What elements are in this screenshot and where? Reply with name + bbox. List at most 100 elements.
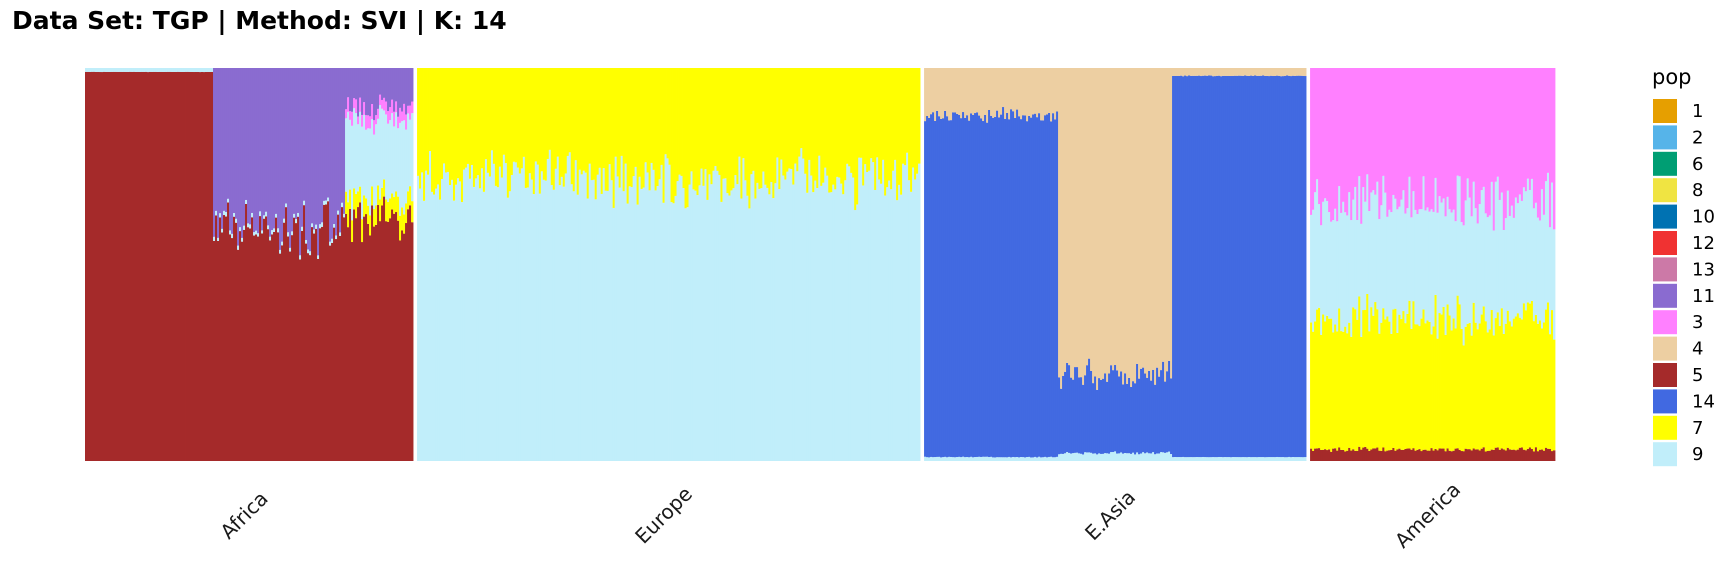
bar-segment-pop-9 xyxy=(966,456,969,461)
bar-segment-pop-11 xyxy=(315,68,318,225)
bar-segment-pop-7 xyxy=(826,68,829,176)
bar-segment-pop-9 xyxy=(235,218,238,223)
bar-segment-pop-7 xyxy=(868,68,871,171)
bar-segment-pop-9 xyxy=(177,68,180,72)
bar-segment-pop-7 xyxy=(1494,318,1498,448)
bar-segment-pop-5 xyxy=(1364,446,1367,461)
bar-segment-pop-9 xyxy=(1368,211,1371,332)
bar-segment-pop-4 xyxy=(972,68,975,115)
bar-segment-pop-11 xyxy=(363,68,366,103)
legend-key-14 xyxy=(1653,389,1677,414)
bar-segment-pop-5 xyxy=(1534,447,1538,461)
bar-segment-pop-5 xyxy=(271,234,274,461)
bar-segment-pop-9 xyxy=(419,188,422,462)
bar-segment-pop-14 xyxy=(1216,75,1219,458)
bar-segment-pop-9 xyxy=(361,126,364,220)
bar-segment-pop-5 xyxy=(1514,450,1518,461)
bar-segment-pop-9 xyxy=(1410,217,1413,329)
bar-segment-pop-3 xyxy=(1332,68,1335,221)
bar-segment-pop-9 xyxy=(1258,457,1261,461)
bar-segment-pop-7 xyxy=(1460,328,1464,452)
bar-segment-pop-7 xyxy=(441,68,444,179)
bar-segment-pop-11 xyxy=(319,68,322,225)
bar-segment-pop-7 xyxy=(1480,314,1484,449)
bar-segment-pop-3 xyxy=(1464,68,1468,201)
bar-segment-pop-9 xyxy=(696,195,699,461)
bar-segment-pop-9 xyxy=(498,166,502,462)
bar-segment-pop-4 xyxy=(996,68,999,111)
bar-segment-pop-5 xyxy=(1314,448,1317,461)
bar-segment-pop-4 xyxy=(958,68,961,115)
bar-segment-pop-5 xyxy=(351,242,354,461)
bar-segment-pop-7 xyxy=(395,191,398,213)
bar-segment-pop-14 xyxy=(1062,375,1065,454)
bar-segment-pop-7 xyxy=(538,68,542,194)
bar-segment-pop-5 xyxy=(285,207,288,461)
bar-segment-pop-9 xyxy=(674,195,677,462)
bar-segment-pop-7 xyxy=(616,68,620,177)
bar-segment-pop-4 xyxy=(1170,68,1173,379)
bar-segment-pop-7 xyxy=(730,68,733,191)
bar-segment-pop-5 xyxy=(175,71,178,461)
bar-segment-pop-7 xyxy=(1400,319,1403,450)
bar-segment-pop-4 xyxy=(1278,68,1281,76)
bar-segment-pop-11 xyxy=(295,68,298,220)
bar-segment-pop-5 xyxy=(1416,449,1419,461)
bar-segment-pop-14 xyxy=(1128,377,1131,454)
bar-segment-pop-4 xyxy=(1232,68,1235,76)
legend-key-4 xyxy=(1653,336,1677,361)
bar-segment-pop-9 xyxy=(347,111,350,203)
bar-segment-pop-7 xyxy=(594,68,598,200)
bar-segment-pop-9 xyxy=(994,457,997,461)
bar-segment-pop-5 xyxy=(1442,448,1445,461)
bar-segment-pop-9 xyxy=(562,186,566,462)
bar-segment-pop-4 xyxy=(1284,68,1287,77)
bar-segment-pop-5 xyxy=(253,235,256,461)
bar-segment-pop-9 xyxy=(892,170,895,462)
bar-segment-pop-7 xyxy=(746,68,749,196)
bar-segment-pop-9 xyxy=(548,149,552,461)
bar-segment-pop-14 xyxy=(1040,120,1043,458)
bar-segment-pop-5 xyxy=(93,71,96,461)
bar-segment-pop-11 xyxy=(231,68,234,234)
bar-segment-pop-11 xyxy=(237,68,240,246)
bar-segment-pop-4 xyxy=(1154,68,1157,385)
bar-segment-pop-4 xyxy=(1248,68,1251,76)
bar-segment-pop-3 xyxy=(401,111,404,122)
bar-segment-pop-9 xyxy=(1274,457,1277,461)
bar-segment-pop-9 xyxy=(1376,181,1379,310)
bar-segment-pop-7 xyxy=(1346,333,1349,451)
bar-segment-pop-7 xyxy=(638,68,642,177)
bar-segment-pop-7 xyxy=(728,68,731,196)
bar-segment-pop-7 xyxy=(748,68,751,209)
bar-segment-pop-5 xyxy=(1552,450,1556,461)
bar-segment-pop-4 xyxy=(1138,68,1141,379)
bar-segment-pop-7 xyxy=(1506,310,1510,448)
bar-segment-pop-9 xyxy=(1468,197,1472,323)
bar-segment-pop-11 xyxy=(369,68,372,117)
bar-segment-pop-7 xyxy=(614,68,618,157)
bar-segment-pop-9 xyxy=(317,255,320,259)
bar-segment-pop-7 xyxy=(866,68,869,173)
bar-segment-pop-7 xyxy=(1526,302,1530,449)
bar-segment-pop-9 xyxy=(1380,205,1383,323)
bar-segment-pop-3 xyxy=(1416,68,1419,215)
bar-segment-pop-7 xyxy=(1476,329,1480,450)
bar-segment-pop-5 xyxy=(333,227,336,461)
bar-segment-pop-7 xyxy=(702,68,705,186)
bar-segment-pop-4 xyxy=(928,68,931,118)
bar-segment-pop-7 xyxy=(1408,300,1411,449)
bar-segment-pop-7 xyxy=(560,68,564,177)
bar-segment-pop-5 xyxy=(181,71,184,461)
bar-segment-pop-5 xyxy=(1430,448,1433,461)
bar-segment-pop-9 xyxy=(828,192,831,462)
bar-segment-pop-9 xyxy=(778,189,781,461)
bar-segment-pop-9 xyxy=(129,68,132,72)
bar-segment-pop-7 xyxy=(411,201,414,223)
bar-segment-pop-7 xyxy=(524,68,528,188)
bar-segment-pop-9 xyxy=(141,68,144,72)
bar-segment-pop-9 xyxy=(626,203,630,461)
bar-segment-pop-7 xyxy=(774,68,777,184)
bar-segment-pop-9 xyxy=(1408,176,1411,301)
bar-segment-pop-9 xyxy=(269,236,272,241)
